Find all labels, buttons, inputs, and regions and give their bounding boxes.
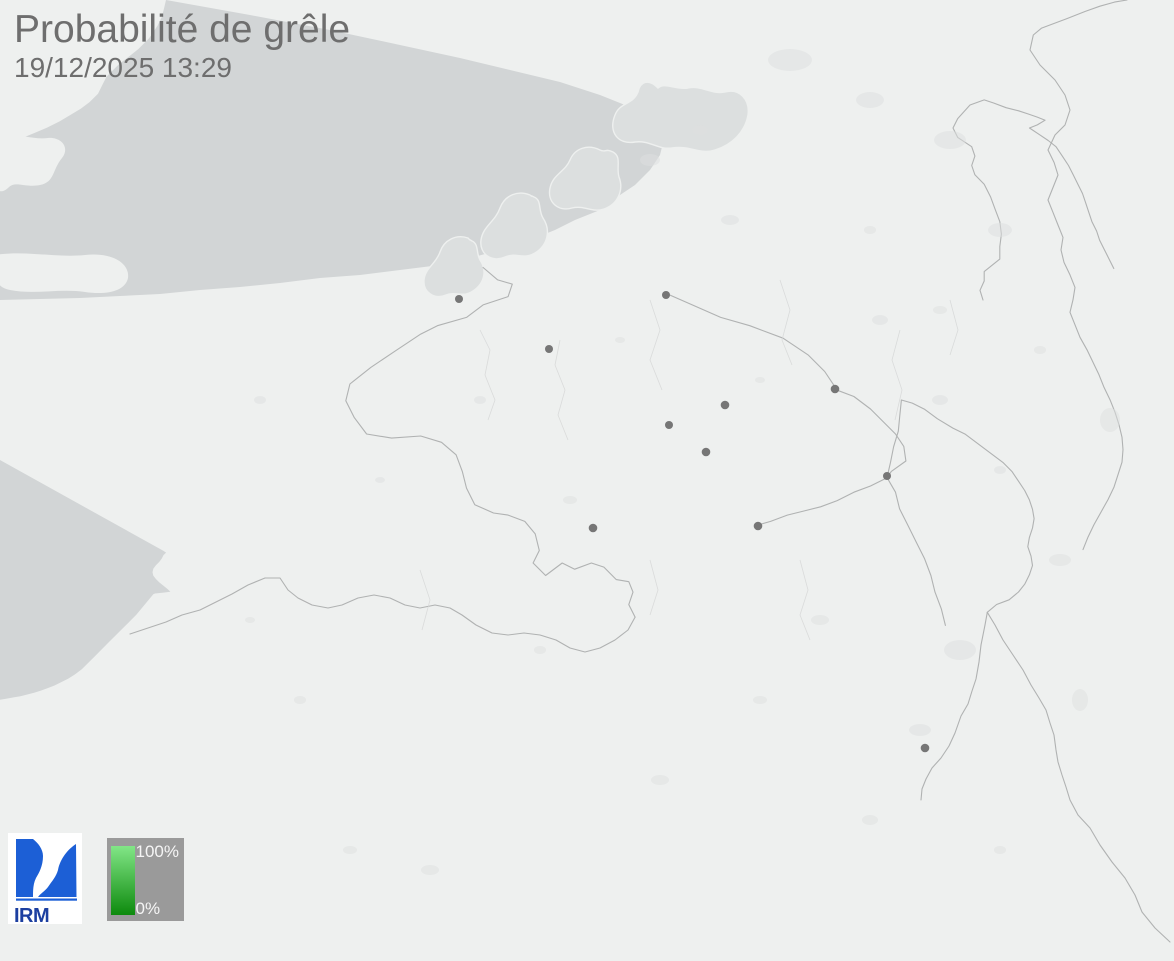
svg-text:IRM: IRM <box>14 905 49 924</box>
